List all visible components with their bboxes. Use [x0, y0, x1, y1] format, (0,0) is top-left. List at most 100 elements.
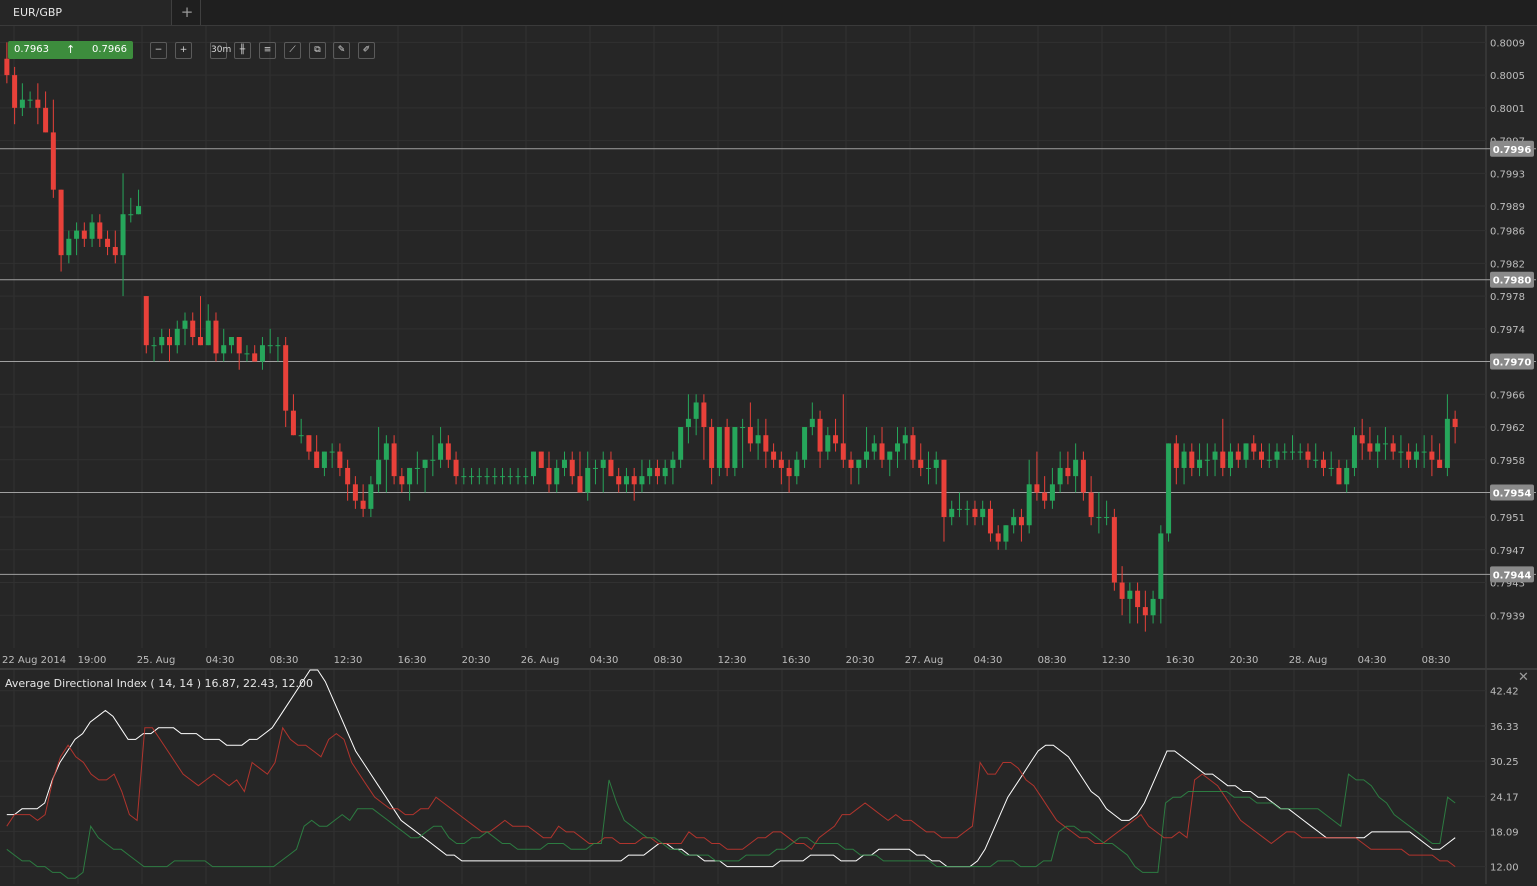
- candle-body: [1421, 451, 1427, 453]
- candle-body: [1328, 467, 1334, 469]
- candle-body: [167, 337, 173, 346]
- y-tick-label: 0.8009: [1490, 38, 1525, 49]
- candle-body: [1406, 451, 1412, 460]
- candle-body: [1220, 451, 1226, 468]
- candle-body: [151, 345, 157, 347]
- candle-body: [1235, 451, 1241, 460]
- candle-body: [290, 410, 296, 436]
- candle-body: [1367, 443, 1373, 452]
- candle-body: [1344, 467, 1350, 485]
- timeframe-button[interactable]: 30m: [210, 42, 231, 59]
- candle-body: [1173, 443, 1179, 468]
- candle-body: [1313, 459, 1319, 461]
- candle-body: [1127, 590, 1133, 599]
- candle-body: [1104, 517, 1110, 519]
- indicator-tick-label: 12.00: [1490, 863, 1519, 874]
- candle-body: [1437, 459, 1443, 468]
- candle-body: [283, 345, 289, 411]
- candle-body: [228, 337, 234, 346]
- candle-body: [190, 320, 196, 337]
- y-tick-label: 0.7993: [1490, 169, 1525, 180]
- zoom-in-button[interactable]: +: [175, 42, 192, 59]
- candle-body: [1088, 492, 1094, 518]
- brush-button[interactable]: ✐: [358, 42, 375, 59]
- candle-body: [112, 246, 118, 256]
- x-tick-label: 04:30: [206, 655, 235, 666]
- candle-body: [840, 443, 846, 460]
- x-tick-label: 08:30: [1422, 655, 1451, 666]
- candle-body: [1011, 517, 1017, 526]
- draw-button[interactable]: ✎: [333, 42, 350, 59]
- candle-body: [941, 459, 947, 518]
- tab-eurgbp[interactable]: EUR/GBP: [0, 0, 172, 25]
- candle-body: [902, 435, 908, 444]
- add-tab-button[interactable]: +: [174, 0, 201, 25]
- candle-body: [136, 206, 142, 215]
- candle-body: [1382, 443, 1388, 445]
- candle-body: [1336, 467, 1342, 485]
- level-tag: [1490, 140, 1534, 157]
- x-tick-label: 19:00: [78, 655, 107, 666]
- compare-button[interactable]: ⧉: [309, 42, 326, 59]
- close-indicator-icon[interactable]: ✕: [1518, 670, 1529, 685]
- indicators-button[interactable]: ≡: [259, 42, 276, 59]
- candle-body: [879, 443, 885, 460]
- candle-body: [1351, 435, 1357, 468]
- y-tick-label: 0.7974: [1490, 325, 1525, 336]
- chart-type-button[interactable]: ╫: [234, 42, 251, 59]
- candle-body: [445, 443, 451, 460]
- candle-body: [1251, 443, 1257, 452]
- candle-body: [27, 99, 33, 101]
- candle-body: [1305, 451, 1311, 460]
- candle-body: [980, 508, 986, 518]
- candle-body: [538, 451, 544, 468]
- x-tick-label: 25. Aug: [137, 655, 176, 666]
- candle-body: [66, 238, 72, 256]
- candle-body: [515, 476, 521, 478]
- candle-body: [1065, 467, 1071, 477]
- candle-body: [848, 459, 854, 468]
- candle-body: [159, 337, 165, 346]
- candle-body: [856, 459, 862, 468]
- y-tick-label: 0.7978: [1490, 292, 1525, 303]
- candle-body: [1166, 443, 1172, 534]
- candle-body: [345, 467, 351, 485]
- level-tag: [1490, 271, 1534, 288]
- candle-body: [802, 427, 808, 460]
- candle-body: [298, 435, 304, 437]
- candle-body: [507, 476, 513, 478]
- y-tick-label: 0.7939: [1490, 611, 1525, 622]
- candle-body: [833, 435, 839, 444]
- candle-body: [732, 427, 738, 468]
- level-tag: [1490, 566, 1534, 583]
- candle-body: [469, 476, 475, 478]
- trend-line-button[interactable]: ⟋: [284, 42, 301, 59]
- candle-body: [678, 427, 684, 460]
- candle-body: [430, 459, 436, 461]
- candle-body: [1026, 484, 1032, 526]
- candle-body: [1282, 451, 1288, 453]
- zoom-out-button[interactable]: −: [150, 42, 167, 59]
- candle-body: [1375, 443, 1381, 452]
- tab-bar: EUR/GBP +: [0, 0, 1537, 26]
- candle-body: [701, 402, 707, 428]
- indicator-tick-label: 30.25: [1490, 757, 1519, 768]
- candle-body: [414, 467, 420, 469]
- candle-body: [709, 427, 715, 468]
- x-tick-label: 27. Aug: [905, 655, 944, 666]
- candle-body: [1080, 459, 1086, 493]
- y-tick-label: 0.7982: [1490, 259, 1525, 270]
- candle-body: [972, 508, 978, 518]
- candle-body: [74, 230, 80, 239]
- level-tag: [1490, 353, 1534, 370]
- quote-badge[interactable]: 0.7963 ↑ 0.7966: [8, 41, 133, 59]
- candle-body: [120, 214, 126, 256]
- candle-body: [933, 459, 939, 468]
- candle-body: [1042, 492, 1048, 501]
- candle-body: [221, 345, 227, 354]
- y-tick-label: 0.7951: [1490, 513, 1525, 524]
- candle-body: [740, 427, 746, 429]
- x-tick-label: 26. Aug: [521, 655, 560, 666]
- candle-body: [500, 476, 506, 478]
